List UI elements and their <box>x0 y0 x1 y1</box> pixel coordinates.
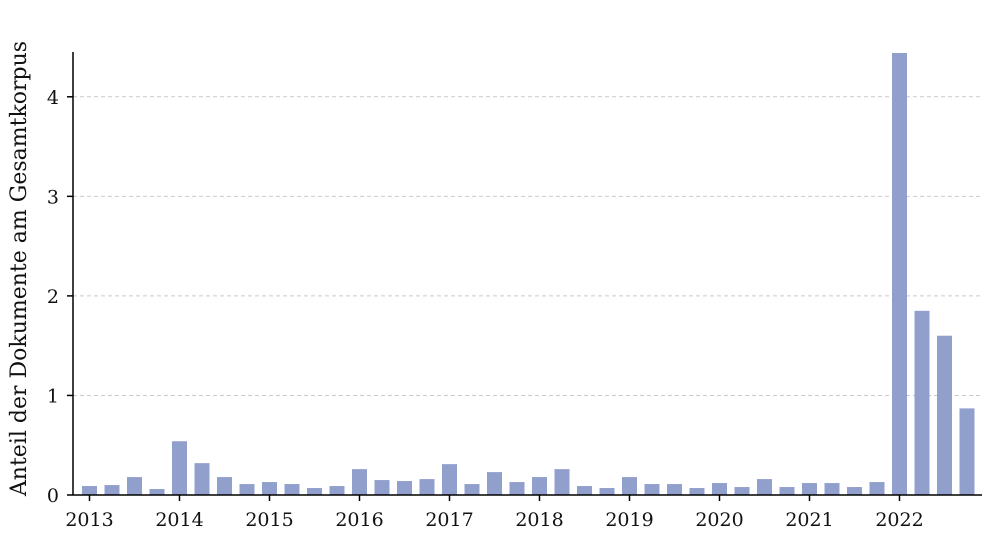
bar <box>959 408 975 495</box>
bar <box>824 483 840 495</box>
x-tick-label: 2022 <box>875 509 923 531</box>
bar <box>689 488 705 495</box>
bar <box>464 484 480 495</box>
x-tick-label: 2019 <box>605 509 653 531</box>
bar <box>329 486 345 495</box>
bar <box>644 484 660 495</box>
gridlines <box>73 96 982 396</box>
x-ticks: 2013 2014 2015 2016 2017 2018 2019 2020 2021 2022 <box>65 495 924 531</box>
y-tick-label: 1 <box>47 385 59 407</box>
bar <box>307 488 322 495</box>
bar <box>577 486 592 495</box>
bar <box>149 489 165 495</box>
y-tick-label: 0 <box>47 485 59 507</box>
bar <box>622 477 637 495</box>
bar <box>757 479 772 495</box>
bar <box>937 335 952 495</box>
bar <box>779 487 795 495</box>
bar <box>667 484 682 495</box>
bar <box>397 481 412 495</box>
bar <box>82 486 97 495</box>
bar <box>239 484 255 495</box>
bar <box>352 469 367 495</box>
bar <box>127 477 142 495</box>
bar <box>284 484 300 495</box>
y-tick-label: 2 <box>47 286 59 308</box>
bar <box>914 310 930 495</box>
bar <box>217 477 232 495</box>
x-tick-label: 2016 <box>335 509 383 531</box>
x-tick-label: 2021 <box>785 509 833 531</box>
bar <box>554 469 570 495</box>
bar <box>509 482 525 495</box>
bar <box>172 441 187 495</box>
y-ticks: 0 1 2 3 4 <box>47 87 73 507</box>
bar <box>374 480 390 495</box>
x-tick-label: 2017 <box>425 509 473 531</box>
bar <box>442 464 457 495</box>
bar <box>847 487 862 495</box>
bar <box>104 485 120 495</box>
bar <box>599 488 615 495</box>
x-tick-label: 2020 <box>695 509 743 531</box>
y-axis-title: Anteil der Dokumente am Gesamtkorpus <box>7 41 32 497</box>
bar <box>419 479 435 495</box>
y-tick-label: 4 <box>47 87 59 109</box>
x-tick-label: 2013 <box>65 509 113 531</box>
bars <box>82 52 975 495</box>
bar <box>802 483 817 495</box>
bar <box>194 463 210 495</box>
bar <box>532 477 547 495</box>
x-tick-label: 2015 <box>245 509 293 531</box>
bar <box>712 483 727 495</box>
bar <box>892 52 907 495</box>
x-tick-label: 2014 <box>155 509 203 531</box>
x-tick-label: 2018 <box>515 509 563 531</box>
bar <box>262 482 277 495</box>
bar <box>869 482 885 495</box>
bar <box>487 472 502 495</box>
y-tick-label: 3 <box>47 186 59 208</box>
bar <box>734 487 750 495</box>
axes <box>72 52 982 496</box>
